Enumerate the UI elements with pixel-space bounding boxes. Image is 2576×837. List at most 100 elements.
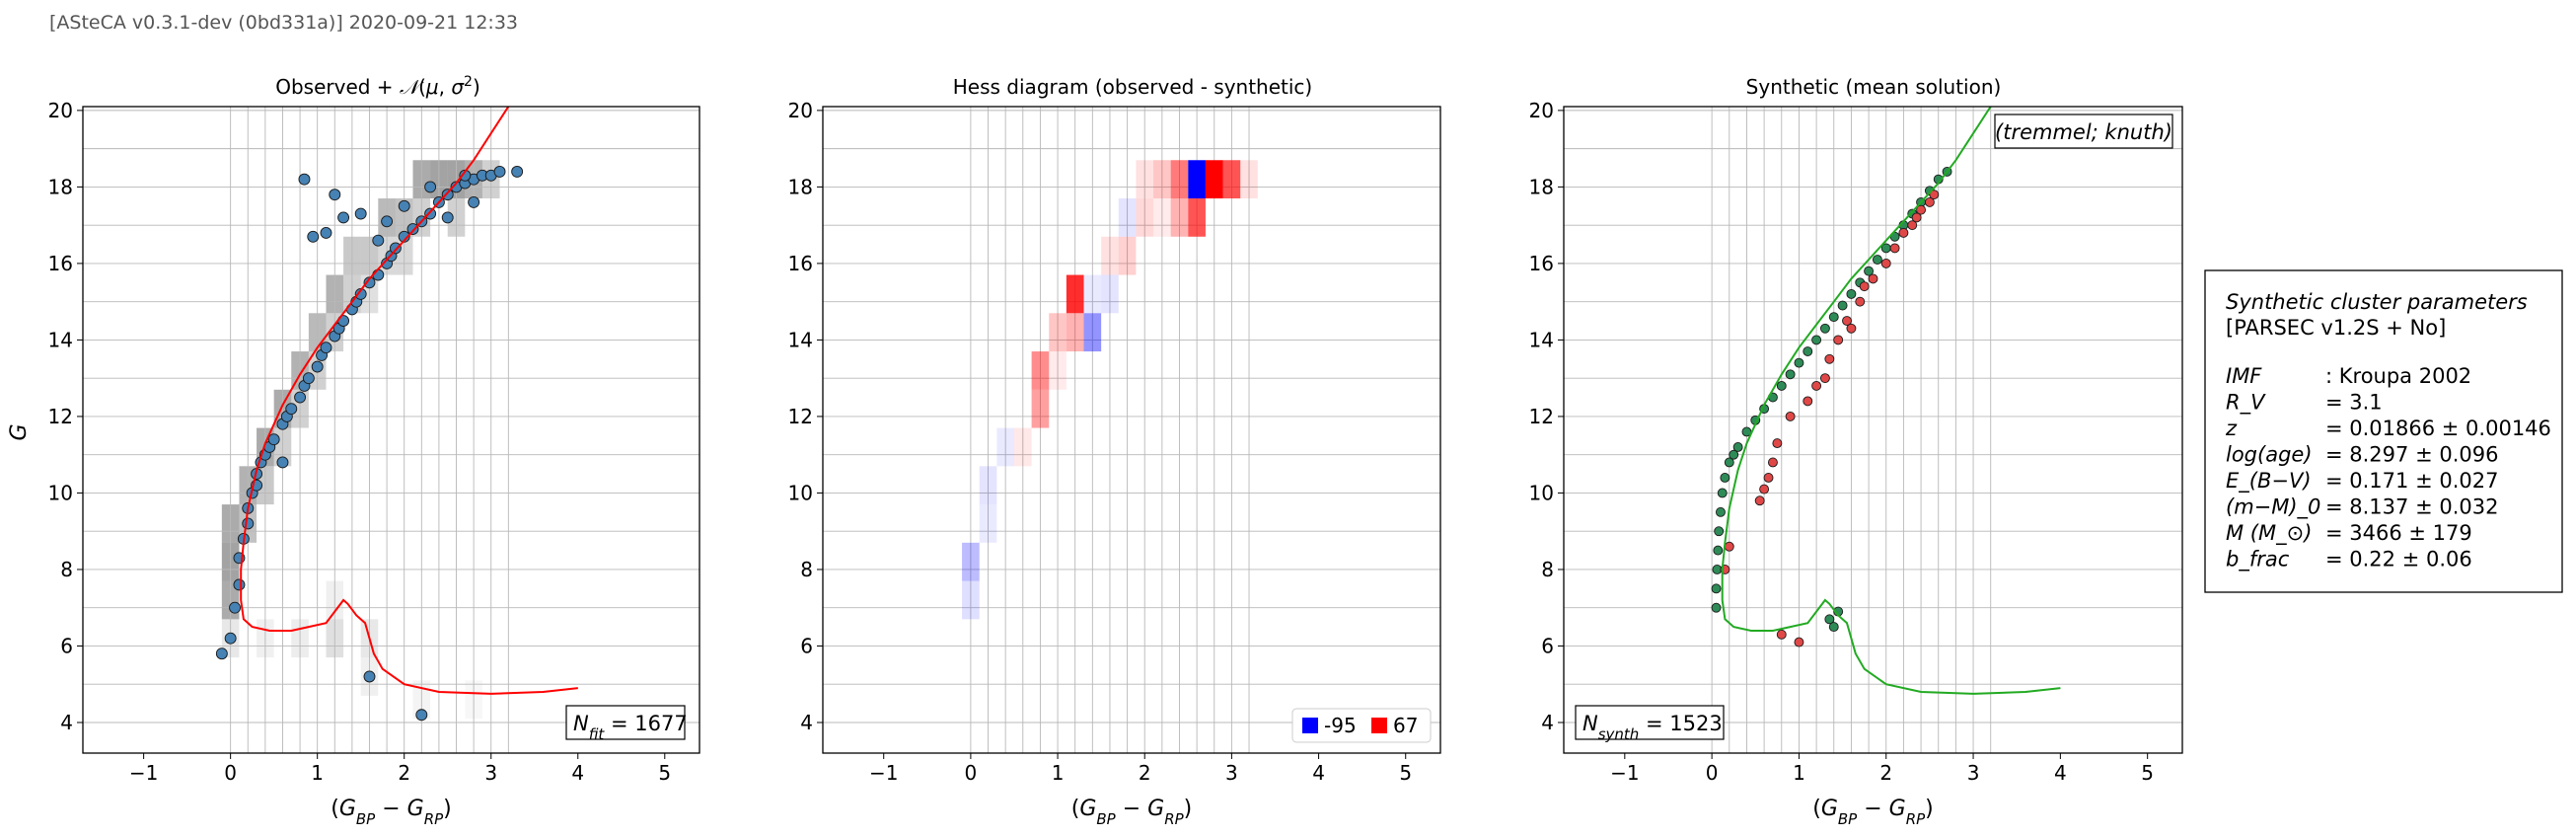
single-point — [1828, 312, 1839, 323]
hess-cell — [1136, 160, 1154, 199]
y-tick-label: 8 — [1541, 558, 1554, 581]
hess-cell — [1066, 274, 1084, 314]
x-axis-label: (GBP − GRP) — [1812, 797, 1934, 828]
param-label: log(age) — [2226, 443, 2313, 467]
x-tick: 3 — [484, 753, 497, 785]
x-tick-label: 1 — [311, 761, 324, 785]
x-tick-label: 5 — [1399, 761, 1412, 785]
panel-title: Observed + 𝒩(μ, σ2) — [275, 74, 480, 99]
param-value: = 0.22 ± 0.06 — [2325, 548, 2472, 571]
points-point — [242, 517, 255, 530]
y-tick: 14 — [48, 328, 83, 351]
single-point — [1714, 526, 1725, 537]
hess-cell — [1170, 160, 1189, 199]
x-tick: 0 — [224, 753, 237, 785]
x-tick: 5 — [2141, 753, 2154, 785]
binary-point — [1855, 296, 1866, 307]
y-tick-label: 10 — [788, 481, 813, 504]
y-tick-label: 10 — [1529, 481, 1554, 504]
plot-area — [823, 107, 1440, 753]
points-point — [354, 207, 367, 220]
x-tick: 3 — [1225, 753, 1238, 785]
x-tick: −1 — [1610, 753, 1640, 785]
x-tick-label: 4 — [571, 761, 584, 785]
legend-label: 67 — [1393, 714, 1418, 737]
y-tick-label: 16 — [48, 252, 73, 275]
binary-point — [1785, 411, 1796, 421]
x-tick-label: 4 — [2054, 761, 2067, 785]
x-axis-label-text: (GBP − GRP) — [331, 797, 452, 828]
y-tick-label: 18 — [48, 175, 73, 198]
hess-cell — [1066, 313, 1084, 352]
binary-point — [1924, 196, 1935, 207]
y-tick-label: 4 — [800, 711, 813, 734]
y-tick-label: 6 — [1541, 634, 1554, 657]
isochrone-line — [240, 107, 578, 695]
isochrone-line — [1721, 107, 2061, 695]
x-tick-label: 4 — [1312, 761, 1325, 785]
hess-cell — [1031, 389, 1050, 428]
x-tick-label: 2 — [398, 761, 410, 785]
y-tick: 4 — [800, 711, 823, 734]
panel-observed: Observed + 𝒩(μ, σ2) G (GBP − GRP) −1 0 1 2 3… — [7, 74, 700, 828]
hess-cell — [979, 504, 997, 543]
single-point — [1716, 506, 1726, 517]
panel-hess: Hess diagram (observed - synthetic) (GBP… — [788, 75, 1441, 828]
legend-label: -95 — [1324, 714, 1357, 737]
x-axis-label-text: (GBP − GRP) — [1812, 797, 1934, 828]
points-point — [320, 342, 332, 354]
points-point — [229, 601, 241, 614]
hess-cell — [1170, 198, 1189, 237]
y-tick-label: 18 — [1529, 175, 1554, 198]
points-point — [406, 223, 419, 235]
y-tick-label: 4 — [60, 711, 73, 734]
x-tick: 5 — [1399, 753, 1412, 785]
points-point — [311, 360, 324, 373]
binary-point — [1794, 637, 1804, 647]
hess-cell — [1101, 274, 1119, 314]
y-tick: 4 — [60, 711, 83, 734]
points-point — [424, 181, 437, 193]
x-tick: 2 — [1879, 753, 1892, 785]
single-point — [1794, 357, 1804, 368]
single-point — [1846, 288, 1857, 299]
points-point — [307, 230, 320, 243]
hess-cell — [1118, 236, 1137, 275]
y-tick-label: 8 — [60, 558, 73, 581]
y-tick-label: 20 — [1529, 99, 1554, 122]
x-tick-label: 3 — [1225, 761, 1238, 785]
y-tick: 20 — [1529, 99, 1564, 122]
hess-cell — [1205, 160, 1223, 199]
hess-cell — [1240, 160, 1258, 199]
single-point — [1811, 335, 1822, 345]
points-point — [398, 199, 410, 212]
x-tick: −1 — [869, 753, 898, 785]
single-point — [1720, 472, 1730, 483]
points-point — [276, 456, 289, 469]
binary-point — [1724, 541, 1734, 552]
legend-swatch — [1302, 718, 1318, 733]
points-point — [233, 578, 246, 591]
x-tick: 4 — [1312, 753, 1325, 785]
y-tick: 10 — [1529, 481, 1564, 504]
hess-cell — [1083, 313, 1102, 352]
params-title: Synthetic cluster parameters — [2226, 290, 2528, 314]
single-point — [1819, 323, 1830, 334]
x-tick-label: 2 — [1139, 761, 1151, 785]
param-value: = 8.297 ± 0.096 — [2325, 443, 2498, 467]
y-tick: 12 — [48, 405, 83, 428]
y-tick-label: 16 — [788, 252, 813, 275]
hess-cell — [1101, 236, 1119, 275]
header-text: [ASteCA v0.3.1-dev (0bd331a)] 2020-09-21… — [49, 12, 518, 34]
y-tick-label: 20 — [788, 99, 813, 122]
y-tick: 16 — [48, 252, 83, 275]
binary-point — [1889, 243, 1900, 254]
legend: -95 67 — [1291, 708, 1432, 743]
points-point — [415, 709, 428, 722]
y-tick-label: 12 — [788, 405, 813, 428]
points-point — [424, 207, 437, 220]
points-point — [389, 242, 402, 255]
single-point — [1729, 449, 1739, 460]
corner-label: (tremmel; knuth) — [1995, 120, 2172, 144]
x-tick-label: −1 — [869, 761, 898, 785]
